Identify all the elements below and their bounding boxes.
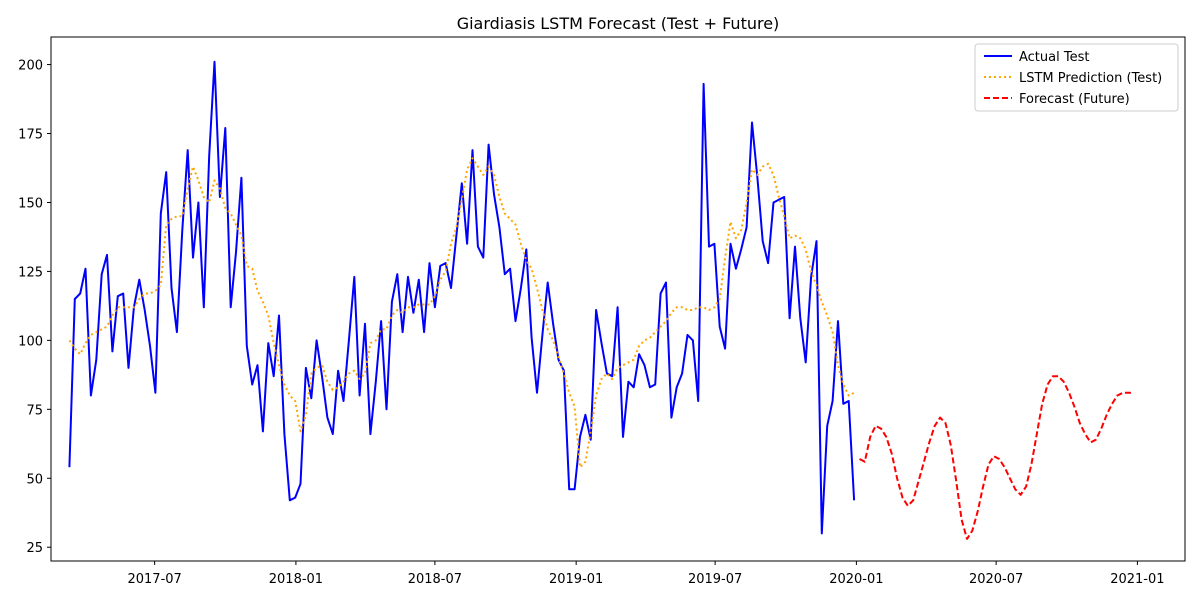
legend-label-actual-test: Actual Test	[1019, 50, 1089, 65]
x-tick-label: 2018-07	[408, 572, 462, 587]
y-tick-label: 125	[18, 265, 43, 280]
x-tick-label: 2020-01	[829, 572, 883, 587]
x-tick-label: 2019-01	[549, 572, 603, 587]
y-tick-label: 50	[26, 472, 43, 487]
legend-label-forecast-future: Forecast (Future)	[1019, 92, 1130, 107]
x-tick-label: 2021-01	[1110, 572, 1164, 587]
x-tick-label: 2018-01	[269, 572, 323, 587]
y-axis: 25 50 75 100 125 150 175 200	[18, 59, 51, 556]
x-tick-label: 2017-07	[127, 572, 181, 587]
axes-frame	[50, 36, 1186, 562]
y-tick-label: 175	[18, 128, 43, 143]
y-tick-label: 200	[18, 59, 43, 74]
y-tick-label: 150	[18, 196, 43, 211]
legend-label-lstm-prediction: LSTM Prediction (Test)	[1019, 71, 1162, 86]
y-tick-label: 100	[18, 334, 43, 349]
chart-title: Giardiasis LSTM Forecast (Test + Future)	[457, 14, 780, 33]
legend-box	[974, 43, 1179, 112]
series-line-actual-test	[68, 60, 856, 535]
y-tick-label: 25	[26, 541, 43, 556]
series-line-lstm-prediction-test	[68, 157, 855, 469]
x-tick-label: 2020-07	[969, 572, 1023, 587]
plot-lines	[68, 60, 1134, 540]
y-tick-label: 75	[26, 403, 43, 418]
legend: Actual Test LSTM Prediction (Test) Forec…	[974, 43, 1179, 112]
x-tick-label: 2019-07	[688, 572, 742, 587]
series-line-forecast-future	[859, 375, 1134, 540]
x-axis: 2017-07 2018-01 2018-07 2019-01 2019-07 2020-…	[127, 561, 1165, 587]
